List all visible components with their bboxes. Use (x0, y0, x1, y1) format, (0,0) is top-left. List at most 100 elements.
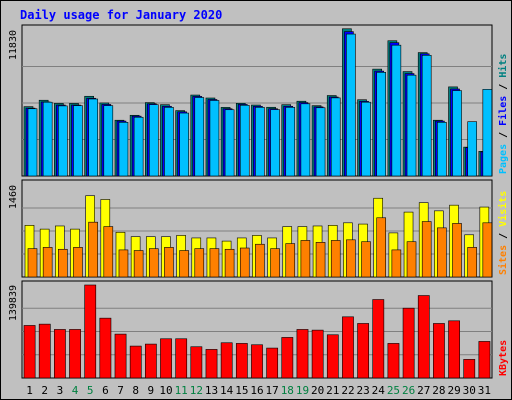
x-tick-label-day-31: 31 (478, 384, 491, 397)
bar-pages-day-10 (164, 107, 174, 177)
bar-kbytes-day-6 (99, 317, 112, 379)
bar-kbytes-day-15 (235, 343, 248, 379)
bar-kbytes-day-16 (251, 344, 263, 379)
bar-sites-day-20 (315, 242, 326, 278)
bar-pages-day-31 (482, 89, 493, 177)
panel-2: 1460 Sites / Visits (8, 179, 509, 278)
bar-sites-day-4 (73, 247, 83, 278)
x-tick-label-day-8: 8 (132, 384, 139, 397)
x-tick-label-day-4: 4 (72, 384, 79, 397)
legend-entry-kbytes: KBytes (498, 340, 509, 376)
bar-sites-day-13 (209, 248, 220, 278)
x-tick-label-day-27: 27 (417, 384, 430, 397)
bar-sites-day-10 (164, 247, 174, 278)
bar-kbytes-day-25 (387, 343, 400, 379)
x-tick-label-day-9: 9 (148, 384, 155, 397)
bar-sites-day-12 (194, 248, 205, 278)
y-max-label: 1460 (8, 185, 19, 209)
bar-pages-day-8 (133, 116, 144, 177)
y-max-label: 11830 (8, 30, 19, 60)
bar-kbytes-day-2 (38, 323, 51, 379)
x-tick-label-day-20: 20 (311, 384, 324, 397)
bar-pages-day-20 (315, 107, 326, 177)
bar-kbytes-day-22 (342, 316, 354, 379)
bar-sites-day-3 (58, 248, 68, 278)
bar-sites-day-14 (224, 248, 235, 278)
bar-sites-day-19 (300, 240, 311, 278)
x-tick-label-day-19: 19 (296, 384, 309, 397)
bar-kbytes-day-9 (144, 343, 157, 379)
x-tick-label-day-7: 7 (117, 384, 124, 397)
bar-pages-day-14 (224, 109, 235, 177)
bar-pages-day-12 (194, 97, 205, 177)
bar-sites-day-1 (27, 248, 38, 278)
bar-sites-day-6 (103, 226, 114, 278)
x-tick-label-day-25: 25 (387, 384, 400, 397)
bar-sites-day-30 (467, 247, 477, 278)
x-tick-label-day-13: 13 (205, 384, 218, 397)
bar-sites-day-22 (346, 239, 356, 278)
bar-pages-day-9 (148, 104, 159, 177)
bar-kbytes-day-30 (463, 359, 476, 379)
bar-sites-day-18 (285, 243, 296, 278)
legend-separator: / (498, 126, 509, 144)
bar-kbytes-day-4 (69, 329, 81, 379)
bar-pages-day-22 (346, 33, 356, 177)
bar-sites-day-23 (361, 241, 371, 278)
x-tick-label-day-23: 23 (357, 384, 370, 397)
bar-sites-day-11 (179, 250, 189, 278)
x-tick-label-day-15: 15 (235, 384, 248, 397)
bar-kbytes-day-11 (175, 338, 188, 379)
bar-pages-day-11 (179, 112, 189, 177)
bar-kbytes-day-7 (114, 333, 127, 379)
x-tick-label-day-2: 2 (41, 384, 48, 397)
bar-pages-day-1 (27, 108, 38, 177)
legend-label: Pages / Files / Hits (497, 54, 509, 174)
bar-sites-day-24 (376, 217, 387, 278)
legend-label: Sites / Visits (497, 191, 509, 275)
x-tick-label-day-24: 24 (372, 384, 386, 397)
bar-kbytes-day-19 (296, 329, 309, 379)
x-tick-label-day-28: 28 (432, 384, 445, 397)
x-tick-label-day-12: 12 (190, 384, 203, 397)
bar-pages-day-2 (42, 101, 53, 177)
legend-label: KBytes (498, 340, 509, 376)
x-tick-label-day-11: 11 (175, 384, 188, 397)
legend-entry-pages: Pages (498, 144, 509, 174)
bar-kbytes-day-17 (266, 347, 279, 379)
bar-pages-day-27 (421, 55, 432, 177)
x-tick-label-day-29: 29 (447, 384, 460, 397)
bar-kbytes-day-29 (448, 320, 460, 379)
legend-entry-files: Files (497, 96, 509, 126)
bar-pages-day-5 (88, 98, 98, 177)
chart-panels: 11830 Pages / Files / Hits 1460 Sites / Vis… (8, 24, 509, 379)
bar-sites-day-26 (406, 241, 417, 278)
bar-kbytes-day-31 (478, 341, 491, 379)
legend-entry-sites: Sites (497, 245, 509, 275)
bar-kbytes-day-5 (84, 284, 97, 379)
bar-pages-day-6 (103, 105, 114, 177)
bar-sites-day-2 (42, 247, 53, 278)
x-tick-label-day-6: 6 (102, 384, 109, 397)
bar-sites-day-31 (482, 222, 493, 278)
x-tick-label-day-18: 18 (281, 384, 294, 397)
bar-kbytes-day-3 (54, 329, 66, 379)
panel-3: 139839 KBytes (8, 280, 509, 379)
bar-pages-day-4 (73, 105, 83, 177)
bar-sites-day-9 (148, 248, 159, 278)
bar-kbytes-day-23 (357, 323, 370, 379)
bar-pages-day-28 (437, 122, 447, 177)
bar-sites-day-21 (330, 240, 341, 278)
x-tick-label-day-10: 10 (159, 384, 172, 397)
legend-entry-hits: Hits (497, 54, 509, 78)
bar-sites-day-25 (391, 249, 402, 278)
legend-separator: / (498, 78, 509, 96)
x-tick-label-day-16: 16 (250, 384, 263, 397)
bar-kbytes-day-13 (205, 349, 218, 379)
bar-sites-day-17 (270, 248, 280, 278)
x-axis-day-labels: 1 2 3 4 5 6 7 8 9 10 11 12 13 14 15 16 17 18 19 20 21 22 23 24 2… (26, 384, 491, 397)
bar-kbytes-day-26 (402, 307, 415, 379)
bar-pages-day-7 (118, 122, 129, 177)
bar-sites-day-7 (118, 249, 129, 278)
bar-kbytes-day-28 (433, 323, 445, 379)
